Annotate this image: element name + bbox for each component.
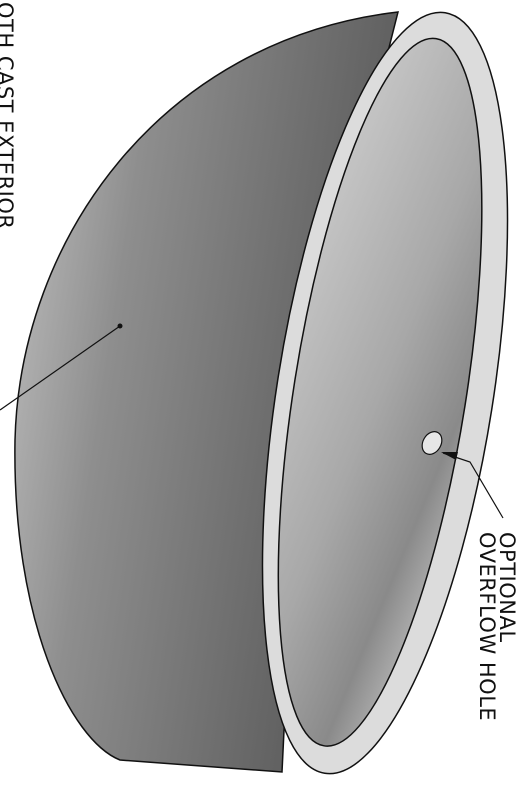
exterior-label: OTH CAST EXTERIOR	[0, 2, 17, 229]
leader-dot	[117, 323, 123, 329]
hole-label: OVERFLOW HOLE	[475, 532, 499, 721]
leader-arrow	[441, 452, 458, 460]
hole-label: OPTIONAL	[495, 532, 519, 643]
ring-interior	[277, 37, 483, 747]
leader-line	[0, 325, 121, 411]
overflow-hole	[421, 431, 443, 455]
ring-exterior	[14, 11, 399, 773]
